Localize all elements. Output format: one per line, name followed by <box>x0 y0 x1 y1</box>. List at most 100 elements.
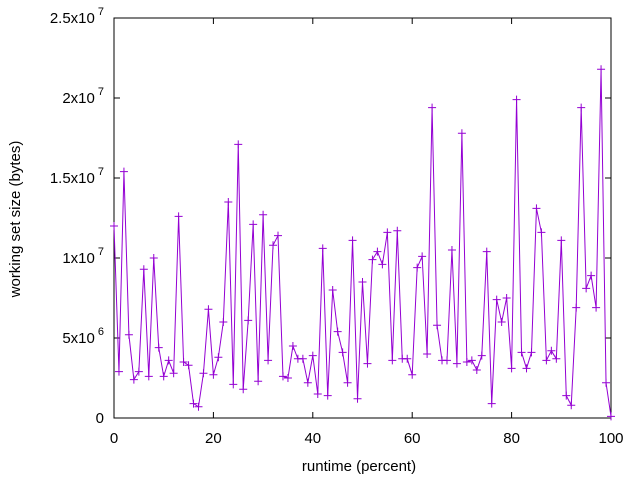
data-point-marker <box>184 361 193 370</box>
y-tick-exponent: 6 <box>98 326 104 338</box>
data-point-marker <box>353 394 362 403</box>
data-point-marker <box>378 260 387 269</box>
y-tick-mantissa: 2x10 <box>62 90 95 107</box>
data-point-marker <box>249 220 258 229</box>
data-point-marker <box>348 236 357 245</box>
data-point-marker <box>373 247 382 256</box>
data-point-marker <box>567 401 576 410</box>
data-point-marker <box>592 303 601 312</box>
data-point-marker <box>274 231 283 240</box>
data-point-marker <box>234 140 243 149</box>
data-point-marker <box>423 350 432 358</box>
plot-frame-layer <box>113 17 612 419</box>
data-point-marker <box>408 370 417 379</box>
data-point-marker <box>313 390 322 398</box>
data-point-marker <box>204 305 213 314</box>
x-tick-label: 40 <box>304 430 321 447</box>
data-point-marker <box>557 236 566 245</box>
data-point-marker <box>338 348 347 357</box>
data-point-marker <box>607 412 615 421</box>
data-point-marker <box>154 343 163 352</box>
y-tick-label: 1.5x10 7 <box>50 166 104 187</box>
data-point-marker <box>442 356 451 365</box>
data-point-marker <box>119 167 128 176</box>
data-point-marker <box>323 391 332 400</box>
x-tick-label: 0 <box>110 430 118 447</box>
data-point-marker <box>542 356 551 365</box>
data-point-marker <box>328 286 337 294</box>
series-layer <box>110 65 615 421</box>
data-point-marker <box>537 228 546 237</box>
data-point-marker <box>194 402 203 411</box>
data-point-marker <box>562 391 571 400</box>
data-point-marker <box>403 354 412 363</box>
data-point-marker <box>428 103 437 112</box>
data-point-marker <box>477 351 486 360</box>
data-point-marker <box>174 212 183 221</box>
data-point-marker <box>318 244 327 253</box>
data-point-marker <box>388 356 397 365</box>
data-point-marker <box>303 378 312 387</box>
data-point-marker <box>547 346 556 355</box>
data-point-marker <box>333 327 342 336</box>
data-point-marker <box>288 342 297 350</box>
y-tick-label: 0 <box>96 410 104 427</box>
data-point-marker <box>577 103 586 112</box>
y-tick-exponent: 7 <box>98 6 104 18</box>
data-point-marker <box>512 95 521 104</box>
data-point-marker <box>418 252 427 261</box>
data-point-marker <box>159 372 168 381</box>
y-tick-mantissa: 5x10 <box>62 330 95 347</box>
data-point-marker <box>413 263 422 272</box>
data-point-marker <box>139 265 148 274</box>
data-point-marker <box>522 364 531 373</box>
data-point-marker <box>209 370 218 379</box>
data-point-marker <box>447 246 456 254</box>
data-point-marker <box>497 318 506 326</box>
data-point-marker <box>283 374 292 382</box>
data-point-marker <box>482 247 491 256</box>
data-point-marker <box>492 295 501 304</box>
data-point-marker <box>114 367 123 376</box>
y-tick-label: 2x10 7 <box>62 86 104 107</box>
y-tick-exponent: 7 <box>98 86 104 98</box>
data-point-marker <box>597 65 606 74</box>
data-point-marker <box>239 385 248 394</box>
data-point-marker <box>467 356 476 365</box>
data-point-marker <box>199 369 208 378</box>
data-point-marker <box>308 351 317 360</box>
y-tick-label: 2.5x10 7 <box>50 6 104 27</box>
x-axis-label: runtime (percent) <box>302 458 416 475</box>
data-point-marker <box>368 255 377 264</box>
data-point-marker <box>582 284 591 293</box>
y-tick-exponent: 7 <box>98 246 104 258</box>
y-tick-label: 1x10 7 <box>62 246 104 267</box>
y-axis-label: working set size (bytes) <box>7 141 24 299</box>
data-point-marker <box>224 198 233 206</box>
data-point-marker <box>219 318 228 326</box>
data-point-marker <box>134 367 143 376</box>
data-point-marker <box>110 222 118 230</box>
data-point-marker <box>363 359 372 368</box>
data-point-marker <box>164 356 173 365</box>
data-point-marker <box>452 359 461 368</box>
data-point-marker <box>259 210 268 219</box>
data-point-marker <box>149 254 158 262</box>
data-point-marker <box>254 377 263 386</box>
data-point-marker <box>129 375 138 384</box>
data-point-marker <box>572 303 581 312</box>
y-tick-mantissa: 1.5x10 <box>50 170 95 187</box>
data-point-marker <box>472 366 481 374</box>
data-point-marker <box>507 364 516 373</box>
data-point-marker <box>602 378 611 387</box>
data-point-marker <box>502 294 511 302</box>
x-tick-label: 60 <box>404 430 421 447</box>
data-point-marker <box>214 353 223 362</box>
data-point-marker <box>433 321 442 330</box>
data-point-marker <box>517 348 526 357</box>
x-tick-label: 20 <box>205 430 222 447</box>
data-point-marker <box>189 399 198 408</box>
